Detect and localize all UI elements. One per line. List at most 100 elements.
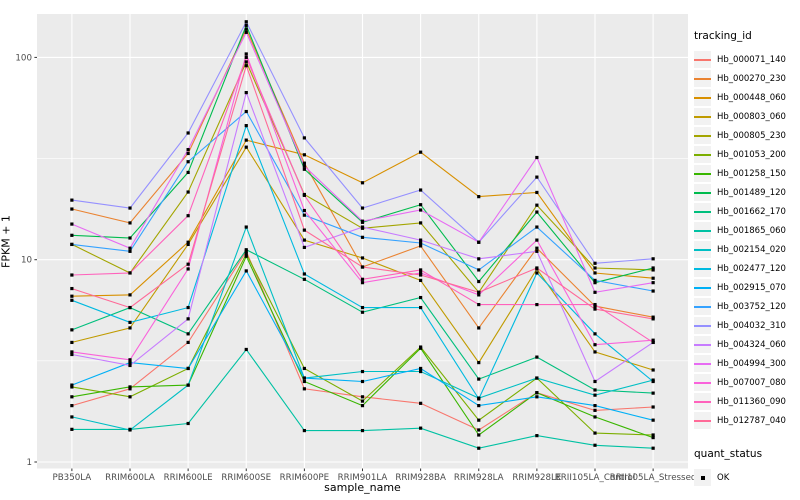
data-point xyxy=(535,203,539,207)
legend-key-line-icon xyxy=(694,153,711,156)
data-point xyxy=(128,428,132,432)
data-point xyxy=(302,245,306,250)
legend-entry: Hb_011360_090 xyxy=(694,392,800,411)
data-point xyxy=(244,52,248,56)
data-point xyxy=(70,328,74,332)
legend-key-box xyxy=(694,165,711,182)
data-point xyxy=(651,338,655,342)
data-point xyxy=(244,145,248,149)
data-point xyxy=(244,347,248,352)
legend-key-line-icon xyxy=(694,381,711,384)
data-point xyxy=(186,332,190,336)
data-point xyxy=(302,376,306,380)
data-point xyxy=(651,433,655,437)
data-point xyxy=(593,443,597,447)
quant-status-legend: quant_status OK xyxy=(694,448,800,487)
data-point xyxy=(419,203,423,207)
data-point xyxy=(244,20,248,24)
data-point xyxy=(302,164,306,168)
data-point xyxy=(477,290,481,294)
legend-key-box xyxy=(694,393,711,410)
data-point xyxy=(360,235,365,239)
data-point xyxy=(360,310,365,314)
legend-key-box xyxy=(694,108,711,125)
legend-entry: Hb_001489_120 xyxy=(694,183,800,202)
data-point xyxy=(302,167,306,171)
data-point xyxy=(651,436,655,440)
data-point xyxy=(128,360,132,365)
data-point xyxy=(70,385,74,389)
data-point xyxy=(360,256,365,260)
data-point xyxy=(70,427,74,431)
data-point xyxy=(186,131,190,135)
legend-entry-label: Hb_004994_300 xyxy=(717,358,786,369)
data-point xyxy=(186,190,190,194)
legend-entry: Hb_001258_150 xyxy=(694,164,800,183)
data-point xyxy=(593,261,597,265)
legend-key-box xyxy=(694,298,711,315)
legend-entry-label: Hb_000448_060 xyxy=(717,92,786,103)
legend-entry: Hb_004032_310 xyxy=(694,316,800,335)
legend-entry-label: Hb_004324_060 xyxy=(717,339,786,350)
data-point xyxy=(360,379,365,384)
data-point xyxy=(419,150,423,154)
data-point xyxy=(593,302,597,307)
data-point xyxy=(70,273,74,277)
data-point xyxy=(477,293,481,297)
legend-key-line-icon xyxy=(694,362,711,365)
data-point xyxy=(535,210,539,214)
data-point xyxy=(186,421,190,426)
legend-title-quant-status: quant_status xyxy=(694,448,763,460)
legend-key-line-icon xyxy=(694,286,711,289)
data-point xyxy=(360,181,365,185)
data-point xyxy=(244,124,248,128)
data-point xyxy=(535,376,539,380)
data-point xyxy=(477,418,481,422)
legend-entry: Hb_001053_200 xyxy=(694,145,800,164)
data-point xyxy=(128,320,132,324)
data-point xyxy=(244,252,248,256)
data-point xyxy=(535,190,539,195)
legend-key-box xyxy=(694,336,711,353)
y-tick-label: 100 xyxy=(15,53,32,63)
data-point xyxy=(128,363,132,368)
data-point xyxy=(593,431,597,435)
data-point xyxy=(360,206,365,210)
data-point xyxy=(360,281,365,285)
data-point xyxy=(477,397,481,401)
data-point xyxy=(244,90,248,95)
data-point xyxy=(651,268,655,272)
legend-entry-ok: OK xyxy=(694,468,800,487)
data-point xyxy=(593,266,597,270)
data-point xyxy=(651,340,655,345)
legend-entry: Hb_012787_040 xyxy=(694,411,800,430)
legend-entry: Hb_001662_170 xyxy=(694,202,800,221)
data-point xyxy=(651,418,655,422)
data-point xyxy=(302,161,306,165)
legend-key-box xyxy=(694,412,711,429)
data-point xyxy=(302,366,306,371)
legend-entry-label: Hb_004032_310 xyxy=(717,320,786,331)
y-tick-label: 10 xyxy=(21,256,32,266)
legend-entry-label: Hb_012787_040 xyxy=(717,415,786,426)
legend-key-line-icon xyxy=(694,343,711,346)
data-point xyxy=(302,193,306,197)
data-point xyxy=(244,27,248,31)
legend-key-box xyxy=(694,374,711,391)
data-point xyxy=(302,379,306,384)
data-point xyxy=(244,30,248,34)
y-axis-title: FPKM + 1 xyxy=(0,215,13,268)
data-point xyxy=(593,415,597,419)
data-point xyxy=(419,208,423,212)
data-point xyxy=(186,170,190,175)
legend-key-line-icon xyxy=(694,191,711,194)
legend-entry-label: Hb_001662_170 xyxy=(717,206,786,217)
data-point xyxy=(302,228,306,232)
black-square-marker-icon xyxy=(700,475,705,480)
x-tick-label: RRIM901LA xyxy=(338,473,388,483)
data-point xyxy=(477,446,481,450)
data-point xyxy=(535,266,539,270)
x-tick-label: RRII105LA_Stressed xyxy=(610,473,697,483)
data-point xyxy=(128,236,132,240)
data-point xyxy=(302,387,306,391)
